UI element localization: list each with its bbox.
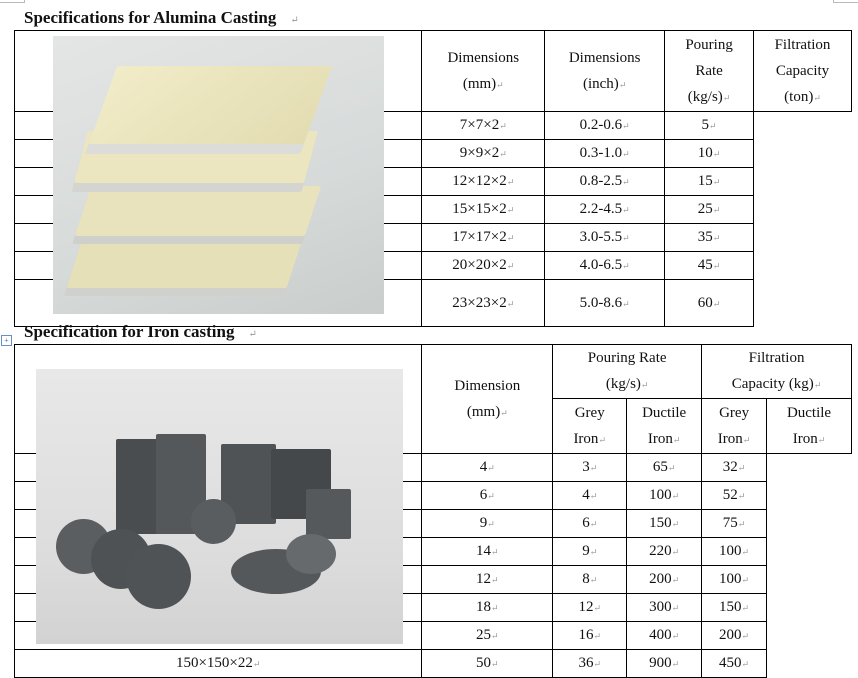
table-cell: 100 [701, 537, 768, 566]
table-cell: 32 [701, 453, 768, 482]
header-unit: (mm) [466, 403, 501, 420]
header-ductile: Ductile [786, 404, 832, 421]
table-cell: 4.0-6.5 [544, 251, 666, 280]
table-cell: 45 [664, 251, 755, 280]
header-unit: (inch) [582, 75, 619, 92]
header-dimension: Dimension [454, 377, 521, 394]
header-ductile: Ductile [642, 404, 687, 421]
table-cell: 75 [701, 509, 768, 538]
alumina-foam-filter-photo [53, 36, 384, 314]
table-cell: 52 [701, 481, 768, 510]
table-cell: 14 [421, 537, 554, 566]
header-unit: (kg/s) [687, 88, 723, 105]
table-cell: 4 [552, 481, 628, 510]
iron-heading: Specification for Iron casting [24, 322, 257, 342]
table-cell: 15 [664, 167, 755, 196]
table-cell: 5 [664, 111, 755, 140]
table-cell: 65 [626, 453, 703, 482]
table-cell: 9 [421, 509, 554, 538]
table-cell: 0.3-1.0 [544, 139, 666, 168]
header-filtration-capacity: Filtration [774, 36, 831, 53]
table-cell: 6 [552, 509, 628, 538]
table-cell: 200 [701, 621, 768, 650]
table-cell: 16 [552, 621, 628, 650]
header-dimensions-inch: Dimensions [568, 49, 641, 66]
table-cell: 60 [664, 279, 755, 327]
iron-spec-table: Dimension (mm) Pouring Rate (kg/s) Filtrat… [13, 344, 852, 678]
header-grey: Grey [719, 404, 750, 421]
table-cell: 100 [626, 481, 703, 510]
alumina-spec-table: Dimensions (mm) Dimensions (inch) Pouring R… [13, 30, 852, 327]
table-cell: 150×150×22 [13, 649, 423, 678]
page-margin-corner [0, 0, 25, 3]
table-cell: 17×17×2 [421, 223, 546, 252]
iron-silicon-carbide-foam-photo [36, 369, 403, 644]
table-cell: 50 [421, 649, 554, 678]
table-cell: 18 [421, 593, 554, 622]
header-text: Rate [695, 62, 723, 79]
table-cell: 15×15×2 [421, 195, 546, 224]
alumina-photo-cell [13, 30, 423, 314]
header-iron: Iron [573, 430, 599, 447]
table-cell: 100 [701, 565, 768, 594]
header-pouring-rate: Pouring Rate [587, 350, 667, 366]
header-unit: (mm) [462, 75, 497, 92]
table-cell: 150 [701, 593, 768, 622]
header-iron: Iron [647, 430, 673, 447]
table-cell: 300 [626, 593, 703, 622]
page-margin-corner [833, 0, 858, 3]
table-cell: 25 [664, 195, 755, 224]
table-cell: 20×20×2 [421, 251, 546, 280]
table-cell: 25 [421, 621, 554, 650]
table-cell: 12×12×2 [421, 167, 546, 196]
header-filtration: Filtration [748, 350, 805, 366]
table-cell: 9×9×2 [421, 139, 546, 168]
table-cell: 12 [421, 565, 554, 594]
iron-photo-cell [13, 344, 423, 644]
table-cell: 23×23×2 [421, 279, 546, 327]
table-cell: 900 [626, 649, 703, 678]
table-cell: 8 [552, 565, 628, 594]
table-cell: 220 [626, 537, 703, 566]
header-grey: Grey [574, 404, 605, 421]
table-move-handle-icon[interactable]: + [1, 335, 12, 346]
table-cell: 10 [664, 139, 755, 168]
header-pouring-rate: Pouring [685, 36, 733, 53]
table-cell: 7×7×2 [421, 111, 546, 140]
alumina-heading: Specifications for Alumina Casting [24, 8, 299, 28]
table-cell: 200 [626, 565, 703, 594]
table-cell: 150 [626, 509, 703, 538]
table-row: 150×150×225036900450 [13, 649, 852, 678]
table-cell: 5.0-8.6 [544, 279, 666, 327]
table-cell: 12 [552, 593, 628, 622]
table-cell: 450 [701, 649, 768, 678]
table-cell: 400 [626, 621, 703, 650]
table-cell: 3 [552, 453, 628, 482]
header-iron: Iron [792, 430, 818, 447]
table-cell: 0.8-2.5 [544, 167, 666, 196]
table-cell: 0.2-0.6 [544, 111, 666, 140]
header-iron: Iron [717, 430, 743, 447]
table-cell: 2.2-4.5 [544, 195, 666, 224]
table-cell: 36 [552, 649, 628, 678]
table-cell: 4 [421, 453, 554, 482]
header-unit: Capacity (kg) [731, 376, 814, 392]
table-cell: 35 [664, 223, 755, 252]
table-cell: 6 [421, 481, 554, 510]
table-cell: 9 [552, 537, 628, 566]
header-dimensions-mm: Dimensions [447, 49, 520, 66]
header-text: Capacity [775, 62, 830, 79]
table-cell: 3.0-5.5 [544, 223, 666, 252]
header-unit: (kg/s) [605, 376, 641, 392]
header-unit: (ton) [784, 88, 814, 105]
